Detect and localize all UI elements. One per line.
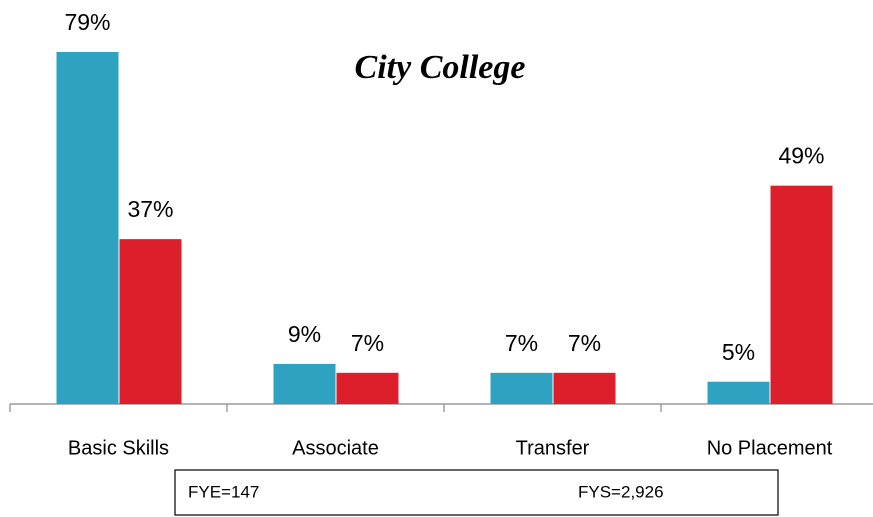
bar (336, 372, 399, 404)
value-label: 37% (127, 196, 173, 222)
legend-label: FYS=2,926 (578, 482, 664, 501)
value-label: 7% (568, 330, 601, 356)
bar (553, 372, 616, 404)
value-label: 7% (351, 330, 384, 356)
x-tick-label: No Placement (707, 437, 833, 459)
value-label: 5% (722, 339, 755, 365)
bar (490, 372, 553, 404)
value-label: 9% (288, 321, 321, 347)
bar (770, 185, 833, 404)
bar (119, 239, 182, 404)
bar (707, 381, 770, 404)
chart-title: City College (355, 49, 526, 86)
value-label: 7% (505, 330, 538, 356)
legend-label: FYE=147 (188, 482, 259, 501)
value-label: 49% (778, 143, 824, 169)
x-tick-label: Associate (292, 437, 379, 459)
bar (273, 363, 336, 404)
value-label: 79% (64, 9, 110, 35)
bar (56, 52, 119, 404)
x-tick-label: Basic Skills (68, 437, 169, 459)
x-tick-label: Transfer (516, 437, 590, 459)
legend-box (174, 469, 779, 516)
